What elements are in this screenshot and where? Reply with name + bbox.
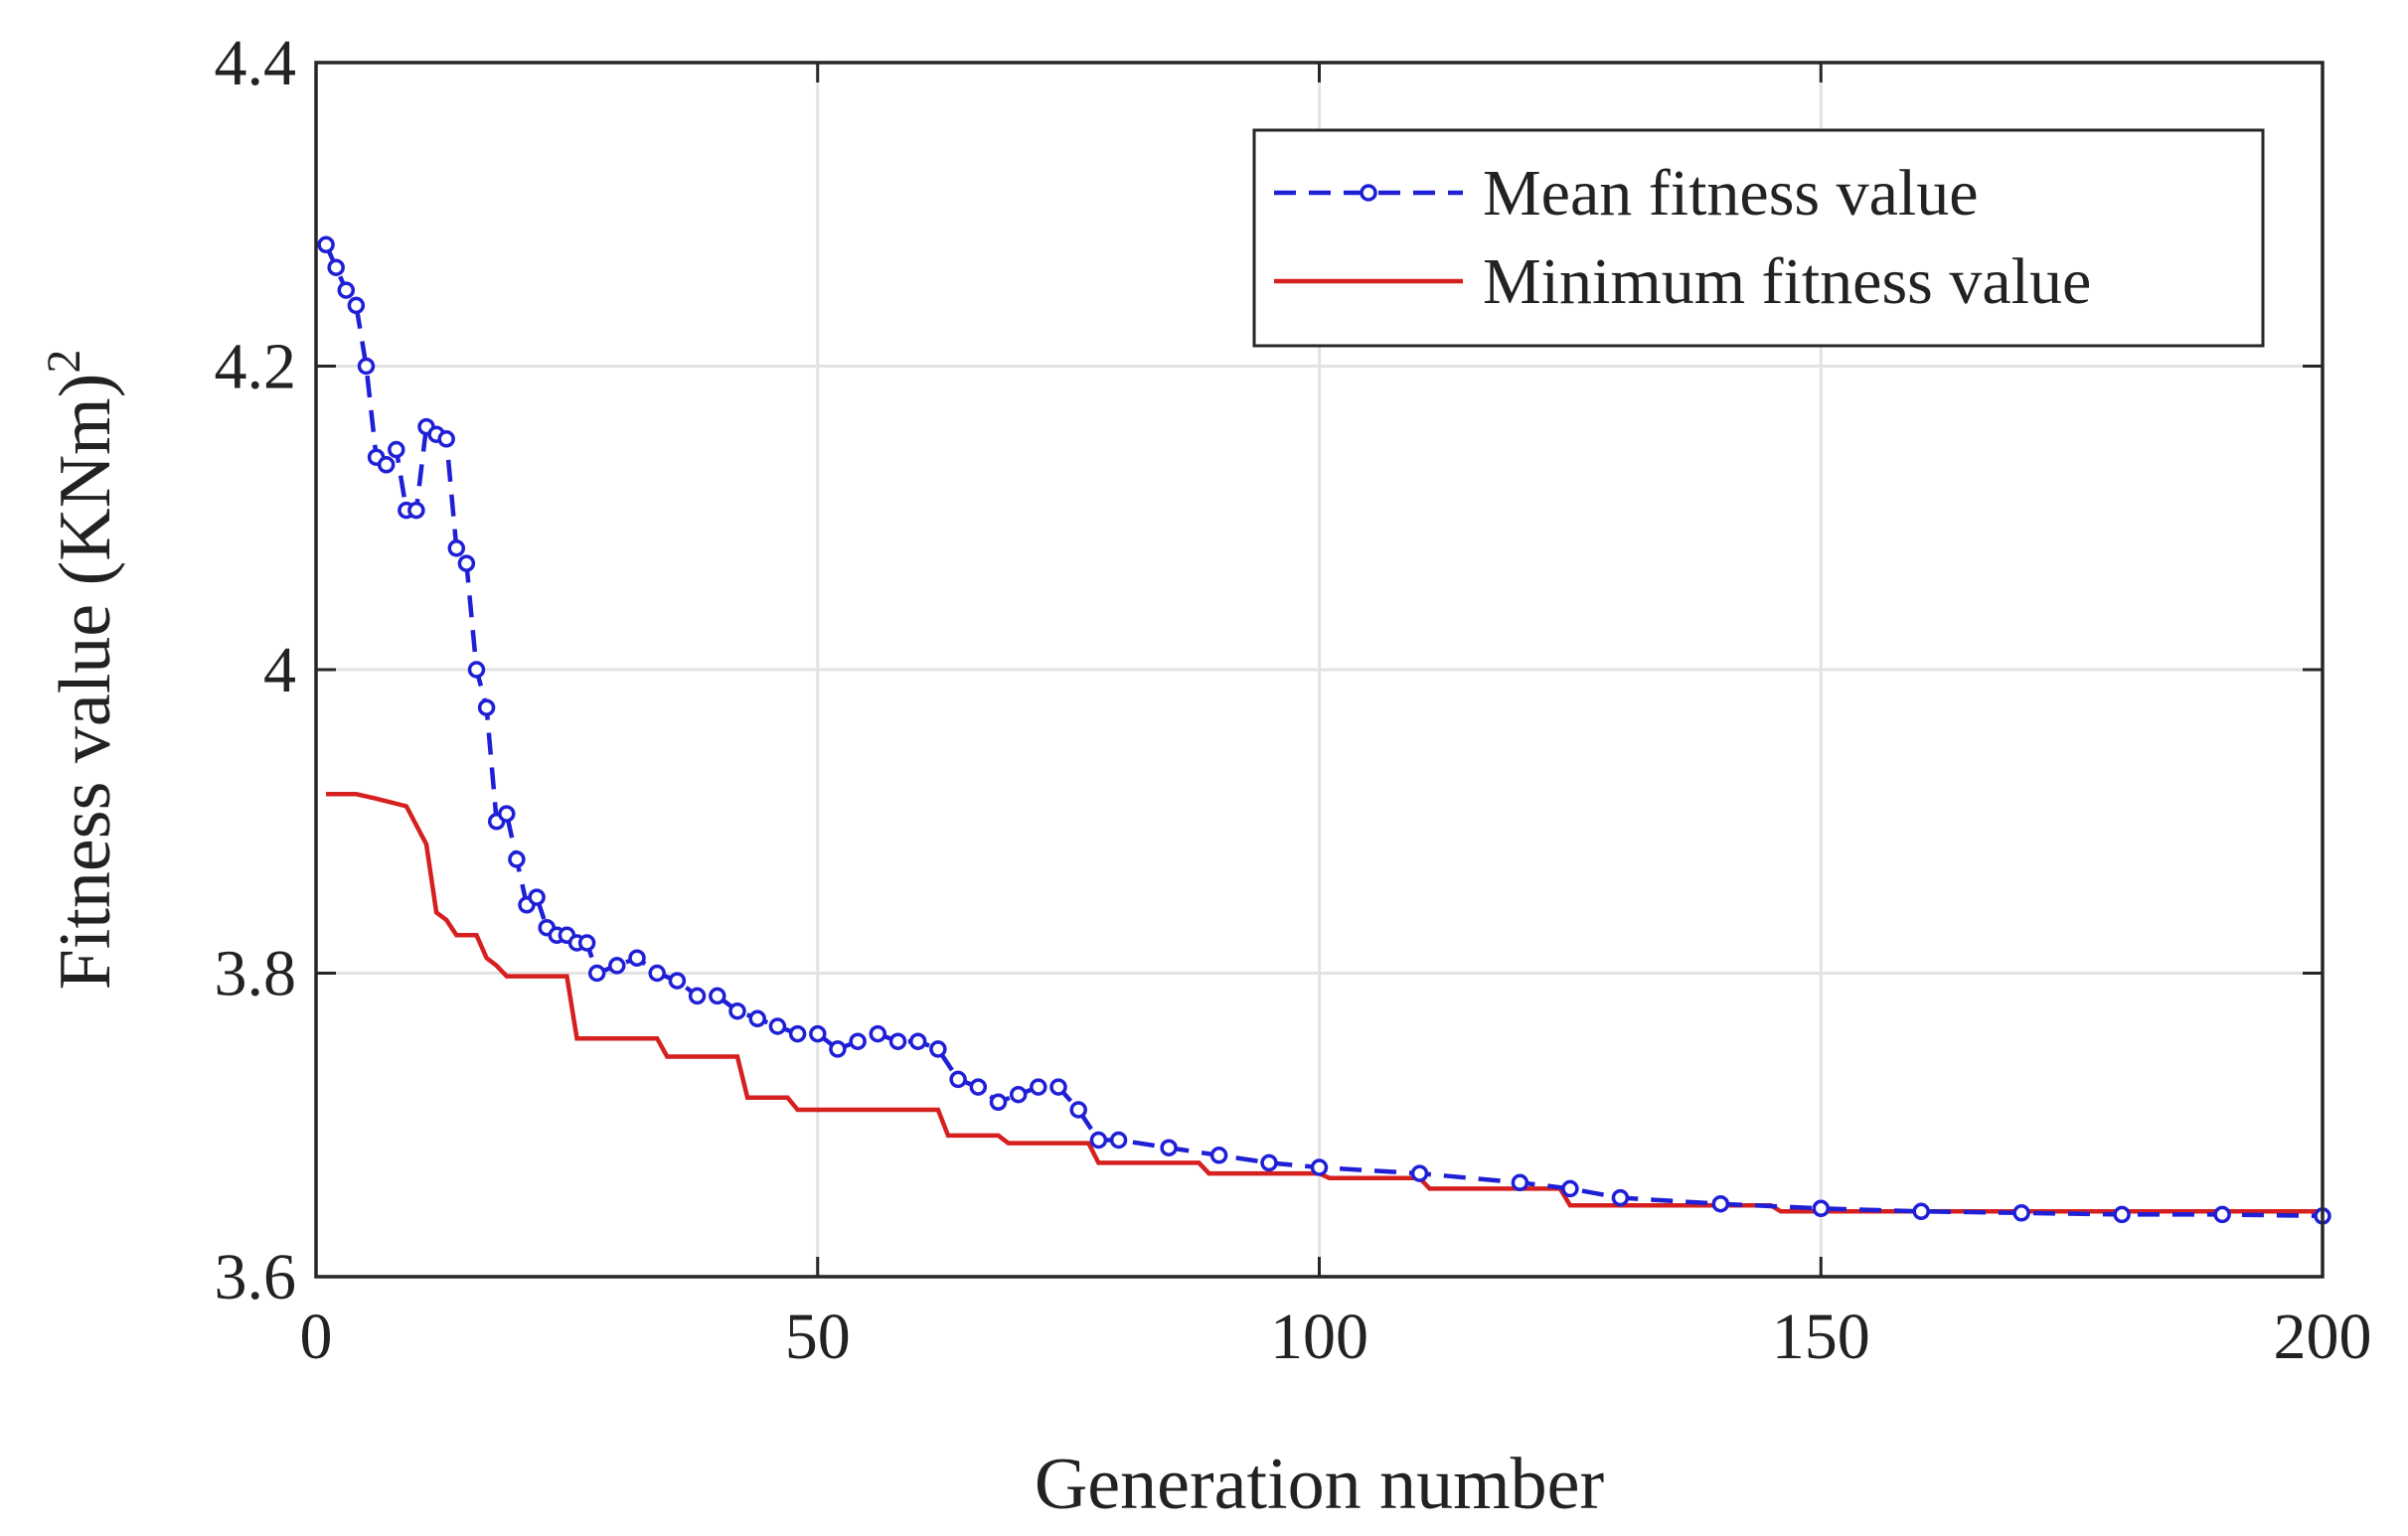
x-tick-label: 50 — [785, 1301, 851, 1373]
tick-marks — [314, 61, 2325, 1279]
series-layer — [317, 235, 2331, 1225]
mean-fitness-point — [2012, 1204, 2030, 1222]
mean-fitness-point — [608, 957, 626, 975]
mean-fitness-point — [1049, 1078, 1067, 1096]
x-tick-label: 200 — [2274, 1301, 2372, 1373]
x-tick-label: 100 — [1270, 1301, 1368, 1373]
mean-fitness-markers — [317, 235, 2331, 1225]
mean-fitness-point — [1711, 1194, 1730, 1213]
mean-fitness-line — [324, 243, 2324, 1219]
mean-fitness-point — [809, 1024, 827, 1043]
mean-fitness-point — [327, 258, 345, 276]
mean-fitness-point — [317, 235, 335, 254]
x-tick-label: 0 — [300, 1301, 333, 1373]
mean-fitness-point — [388, 440, 405, 459]
x-axis-label: Generation number — [1035, 1444, 1604, 1525]
y-tick-label: 3.8 — [215, 938, 297, 1010]
mean-fitness-point — [1069, 1101, 1087, 1119]
mean-fitness-point — [1812, 1199, 1831, 1218]
mean-fitness-point — [587, 964, 606, 983]
mean-fitness-point — [377, 456, 396, 474]
mean-fitness-point — [1410, 1164, 1429, 1182]
mean-fitness-point — [1561, 1179, 1579, 1198]
mean-fitness-point — [688, 987, 707, 1005]
mean-fitness-point — [969, 1078, 988, 1096]
mean-fitness-point — [1912, 1202, 1930, 1221]
mean-fitness-point — [849, 1032, 867, 1050]
mean-fitness-point — [1030, 1078, 1047, 1096]
mean-fitness-point — [457, 554, 476, 572]
mean-fitness-point — [929, 1040, 947, 1058]
mean-fitness-point — [1310, 1158, 1329, 1176]
mean-fitness-point — [577, 934, 596, 952]
y-axis-label: Fitness value (KNm)2 — [38, 350, 126, 991]
mean-fitness-point — [1109, 1131, 1128, 1150]
mean-fitness-point — [728, 1001, 746, 1020]
mean-fitness-point — [1611, 1188, 1630, 1207]
mean-fitness-point — [437, 430, 455, 448]
mean-fitness-point — [949, 1070, 967, 1089]
mean-fitness-point — [2113, 1205, 2131, 1224]
mean-fitness-point — [869, 1024, 887, 1043]
y-tick-labels: 3.6 3.8 4 4.2 4.4 — [215, 27, 297, 1313]
mean-fitness-point — [989, 1093, 1008, 1112]
mean-fitness-point — [1160, 1139, 1178, 1156]
y-axis-label-superscript: 2 — [38, 350, 90, 374]
y-tick-label: 4 — [263, 634, 296, 706]
mean-fitness-point — [1009, 1085, 1028, 1104]
mean-fitness-point — [1209, 1147, 1228, 1164]
mean-fitness-point — [447, 539, 466, 557]
y-axis-label-text: Fitness value (KNm) — [45, 374, 126, 991]
mean-fitness-point — [768, 1017, 787, 1035]
mean-fitness-point — [748, 1009, 766, 1028]
mean-fitness-point — [1511, 1173, 1529, 1192]
mean-fitness-point — [357, 357, 376, 376]
mean-fitness-point — [467, 661, 486, 679]
legend-mean-label: Mean fitness value — [1483, 157, 1979, 230]
mean-fitness-point — [648, 964, 666, 983]
mean-fitness-point — [709, 987, 726, 1005]
x-tick-label: 150 — [1772, 1301, 1870, 1373]
mean-fitness-point — [668, 972, 687, 990]
y-tick-label: 4.4 — [215, 27, 297, 99]
mean-fitness-point — [1089, 1131, 1108, 1150]
minimum-fitness-line — [326, 792, 2323, 1214]
mean-fitness-point — [2213, 1205, 2231, 1224]
legend-mean-marker — [1360, 184, 1377, 202]
mean-fitness-point — [908, 1032, 927, 1050]
y-tick-label: 4.2 — [215, 331, 297, 403]
mean-fitness-point — [628, 949, 646, 967]
legend-min-label: Minimum fitness value — [1483, 245, 2091, 318]
mean-fitness-point — [337, 281, 356, 299]
mean-fitness-point — [888, 1032, 907, 1050]
legend-box — [1252, 128, 2265, 348]
mean-fitness-point — [498, 805, 516, 823]
y-tick-label: 3.6 — [215, 1241, 297, 1313]
mean-fitness-point — [407, 501, 425, 520]
mean-fitness-point — [508, 850, 526, 868]
legend: Mean fitness value Minimum fitness value — [1252, 128, 2265, 348]
mean-fitness-point — [528, 888, 546, 906]
mean-fitness-point — [1260, 1153, 1278, 1172]
mean-fitness-point — [829, 1040, 847, 1058]
mean-fitness-point — [347, 296, 366, 315]
mean-fitness-point — [477, 698, 496, 716]
mean-fitness-point — [788, 1024, 807, 1043]
x-tick-labels: 0 50 100 150 200 — [300, 1301, 2372, 1373]
